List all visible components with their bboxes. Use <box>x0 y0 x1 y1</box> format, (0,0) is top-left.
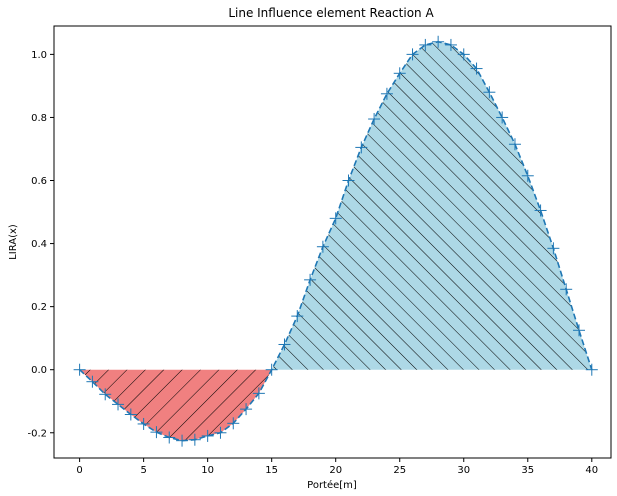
data-point <box>112 398 125 411</box>
x-tick-label: 25 <box>393 465 406 476</box>
data-point <box>355 141 368 154</box>
x-tick-label: 15 <box>265 465 278 476</box>
chart-title: Line Influence element Reaction A <box>228 6 434 20</box>
data-point <box>368 113 381 126</box>
y-tick-label: -0.2 <box>27 428 47 439</box>
data-point <box>163 431 176 444</box>
x-tick-label: 20 <box>329 465 342 476</box>
data-point <box>304 273 317 286</box>
data-point <box>73 363 86 376</box>
data-point <box>124 408 137 421</box>
data-point <box>585 363 598 376</box>
influence-line <box>79 40 593 442</box>
data-point <box>150 426 163 439</box>
data-point <box>508 138 521 151</box>
data-point <box>393 67 406 80</box>
y-axis-label: LIRA(x) <box>8 224 19 260</box>
data-point <box>547 242 560 255</box>
plot-area <box>73 35 598 447</box>
data-point <box>240 403 253 416</box>
x-tick-label: 10 <box>201 465 214 476</box>
plot-frame <box>53 25 612 459</box>
data-point <box>470 62 483 75</box>
data-point <box>444 38 457 51</box>
data-point <box>457 48 470 61</box>
data-point <box>278 338 291 351</box>
y-tick-label: 0.6 <box>31 176 47 187</box>
x-tick-label: 35 <box>521 465 534 476</box>
data-point <box>201 429 214 442</box>
data-point <box>265 363 278 376</box>
x-tick-label: 30 <box>457 465 470 476</box>
data-point <box>483 86 496 99</box>
data-point <box>572 324 585 337</box>
data-point <box>214 426 227 439</box>
data-point <box>86 375 99 388</box>
data-point <box>521 169 534 182</box>
data-point <box>291 310 304 323</box>
y-tick-label: 1.0 <box>31 50 47 61</box>
data-point <box>496 111 509 124</box>
x-axis: 0 5 10 15 20 25 30 35 40 <box>76 458 598 476</box>
data-point <box>252 387 265 400</box>
data-point <box>188 433 201 446</box>
x-tick-label: 0 <box>76 465 82 476</box>
data-point <box>227 417 240 430</box>
x-axis-label: Portée[m] <box>307 479 357 491</box>
data-point <box>432 35 445 48</box>
x-tick-label: 5 <box>140 465 146 476</box>
data-point <box>137 417 150 430</box>
negative-area-hatch <box>79 369 272 441</box>
data-point <box>176 434 189 447</box>
data-point <box>380 87 393 100</box>
y-tick-label: 0.2 <box>31 302 47 313</box>
data-point <box>316 240 329 253</box>
y-tick-label: 0.0 <box>31 365 47 376</box>
y-tick-label: 0.4 <box>31 239 47 250</box>
data-point <box>419 38 432 51</box>
x-tick-label: 40 <box>585 465 598 476</box>
data-point <box>560 283 573 296</box>
data-point <box>406 48 419 61</box>
data-point <box>534 204 547 217</box>
positive-area-hatch <box>271 41 592 370</box>
data-point <box>329 212 342 225</box>
data-point <box>342 174 355 187</box>
y-tick-label: 0.8 <box>31 113 47 124</box>
data-point <box>99 388 112 401</box>
y-axis: -0.2 0.0 0.2 0.4 0.6 0.8 1.0 <box>27 50 54 439</box>
